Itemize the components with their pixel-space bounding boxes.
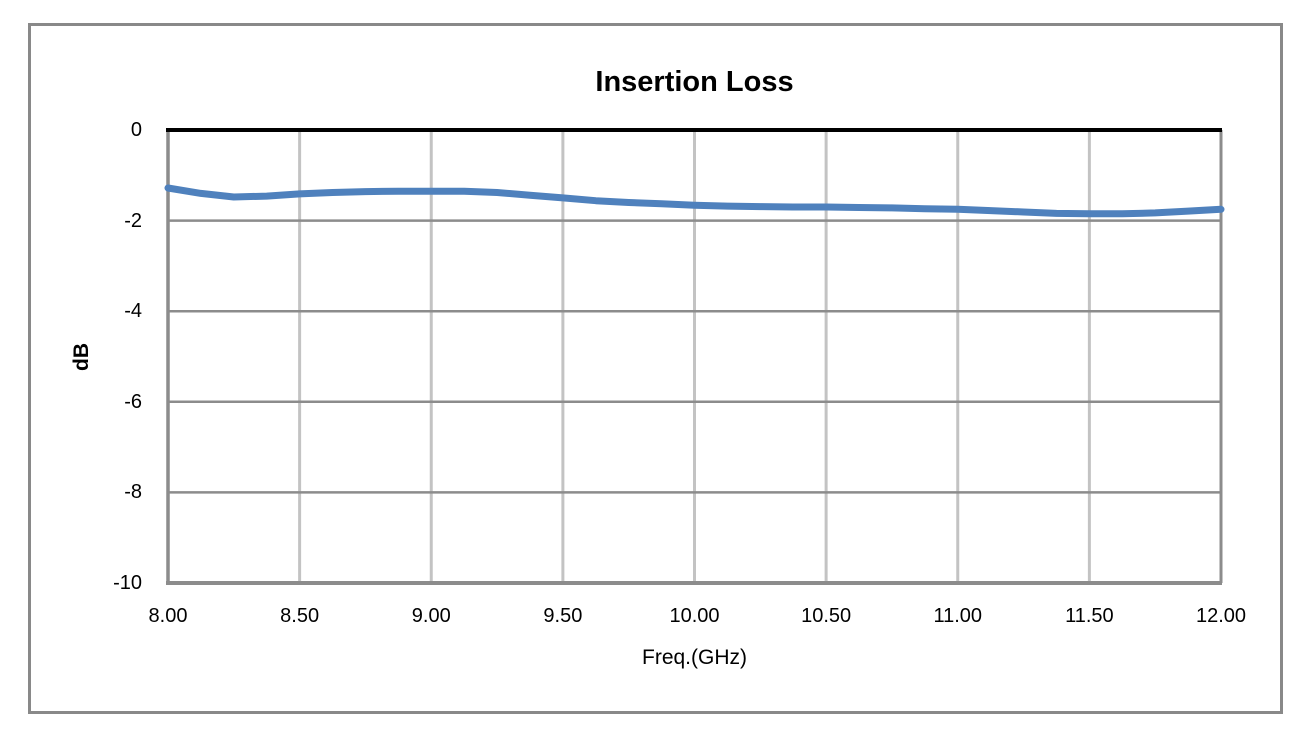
y-tick-label: -6 bbox=[124, 390, 142, 413]
x-tick-label: 8.50 bbox=[280, 605, 320, 627]
x-tick-label: 11.00 bbox=[933, 605, 983, 627]
chart-title: Insertion Loss bbox=[595, 66, 794, 98]
x-tick-label: 9.00 bbox=[411, 605, 451, 627]
y-tick-label: -8 bbox=[124, 481, 142, 504]
x-tick-label: 10.00 bbox=[669, 605, 720, 627]
x-tick-label: 11.50 bbox=[1065, 605, 1114, 627]
y-axis-title: dB bbox=[70, 343, 93, 371]
x-tick-label: 10.50 bbox=[801, 605, 852, 627]
x-tick-label: 8.00 bbox=[148, 605, 188, 627]
x-tick-label: 12.00 bbox=[1195, 605, 1247, 627]
y-tick-label: -2 bbox=[124, 209, 142, 232]
x-tick-label: 9.50 bbox=[543, 605, 583, 627]
y-tick-label: 0 bbox=[130, 119, 142, 141]
chart-figure-border bbox=[28, 23, 1283, 714]
y-tick-label: -4 bbox=[124, 300, 142, 323]
y-tick-label: -10 bbox=[113, 572, 142, 594]
x-axis-title: Freq.(GHz) bbox=[642, 646, 747, 669]
